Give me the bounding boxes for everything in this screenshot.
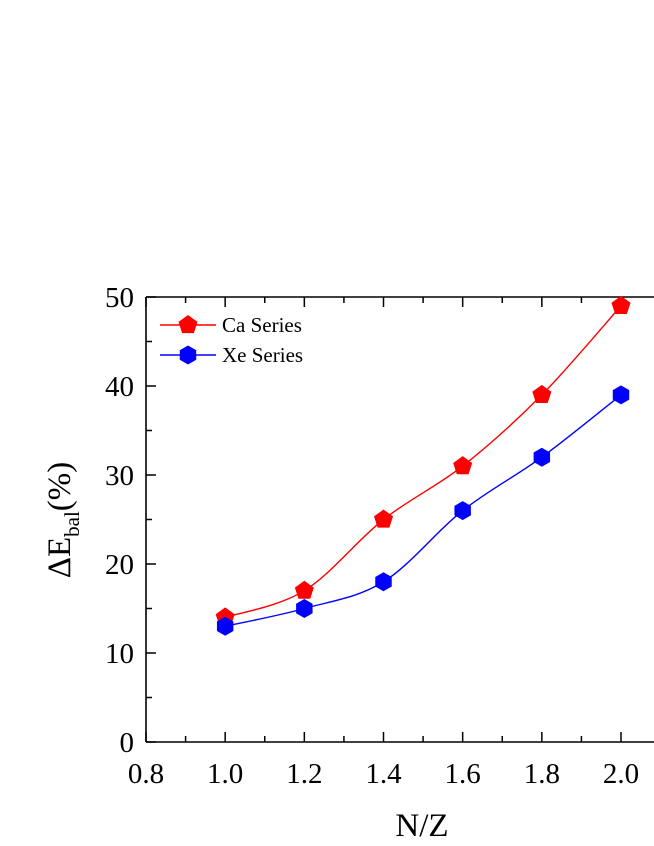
svg-text:ΔEbal(%): ΔEbal(%) (42, 462, 84, 579)
y-tick-label: 20 (105, 549, 134, 581)
legend-label: Ca Series (222, 313, 302, 337)
y-tick-label: 50 (105, 282, 134, 314)
y-tick-label: 0 (120, 727, 135, 759)
data-point (611, 295, 631, 314)
data-point (294, 580, 314, 599)
x-axis-title: N/Z (395, 808, 448, 844)
tick-labels: 0.8 1.0 1.2 1.4 1.6 1.8 2.0 0 10 20 30 40 50 (105, 282, 639, 790)
legend: Ca Series Xe Series (160, 313, 303, 367)
x-tick-label: 1.6 (445, 758, 481, 790)
data-point (612, 385, 630, 405)
y-tick-label: 40 (105, 371, 134, 403)
x-tick-label: 1.8 (524, 758, 560, 790)
legend-marker (178, 315, 198, 334)
plot-area: 0.8 1.0 1.2 1.4 1.6 1.8 2.0 0 10 20 30 40 50 (105, 282, 654, 790)
data-point (453, 456, 473, 475)
x-tick-label: 0.8 (128, 758, 164, 790)
y-tick-label: 10 (105, 638, 134, 670)
x-tick-label: 1.4 (365, 758, 402, 790)
data-point (216, 616, 234, 636)
data-point (532, 384, 552, 403)
data-point (533, 447, 551, 467)
legend-label: Xe Series (222, 343, 303, 367)
legend-marker (179, 345, 197, 365)
data-point (296, 599, 313, 618)
y-axis-title-sub: bal (60, 511, 84, 537)
data-point (373, 509, 394, 528)
y-axis-title-tail: (%) (42, 462, 78, 511)
x-tick-label: 1.0 (207, 758, 243, 790)
y-tick-label: 30 (105, 460, 134, 492)
series-line-1 (225, 394, 622, 627)
y-axis-title: ΔEbal(%) (42, 462, 84, 579)
x-tick-label: 2.0 (603, 758, 639, 790)
y-axis-title-main: ΔE (42, 537, 78, 578)
data-point (375, 572, 392, 592)
x-tick-label: 1.2 (286, 758, 322, 790)
data-point (454, 501, 471, 521)
series-markers (215, 295, 631, 636)
